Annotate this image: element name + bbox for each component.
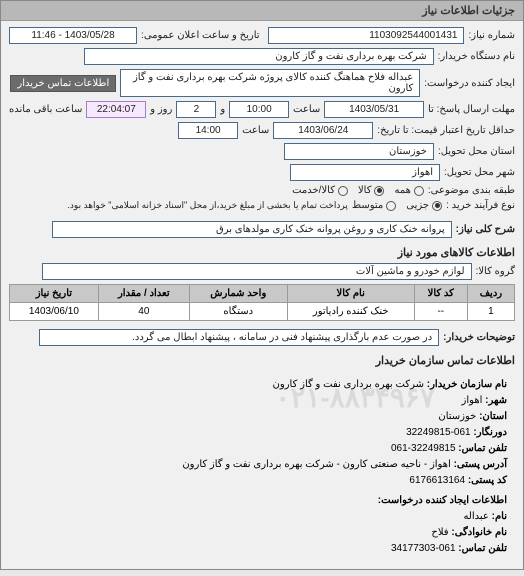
phone2-label: تلفن تماس: [458,543,507,554]
postal-label: کد پستی: [468,475,507,486]
announce-label: تاریخ و ساعت اعلان عمومی: [141,30,260,41]
cell-name: خنک کننده رادیاتور [287,303,414,321]
days-after-label: روز و [150,104,172,115]
th-date: تاریخ نیاز [10,285,99,303]
deadline-time-field: 10:00 [229,101,289,118]
group-field: لوازم خودرو و ماشین آلات [42,263,472,280]
announce-field: 1403/05/28 - 11:46 [9,27,137,44]
pt-medium-label: متوسط [352,200,383,211]
contact-section-title: اطلاعات تماس سازمان خریدار [9,354,515,367]
validity-time-field: 14:00 [178,122,238,139]
contact-button[interactable]: اطلاعات تماس خریدار [10,75,116,92]
radio-service[interactable] [338,186,348,196]
family-label: نام خانوادگی: [451,527,507,538]
desc-field: پروانه خنک کاری و روغن پروانه خنک کاری م… [52,221,452,238]
purchase-note: پرداخت تمام یا بخشی از مبلغ خرید،از محل … [67,200,347,211]
days-label: و [220,104,225,115]
address-label: آدرس پستی: [454,459,507,470]
remaining-time-field: 22:04:07 [86,101,146,118]
name-label: نام: [492,511,507,522]
desc-label: شرح کلی نیاز: [456,224,515,235]
buyer-org-field: شرکت بهره برداری نفت و گاز کارون [84,48,434,65]
days-field: 2 [176,101,216,118]
province-label: استان محل تحویل: [438,146,515,157]
phone-label: تلفن تماس: [458,443,507,454]
contact-block: ۰۲۱-۸۸۳۴۹۶۷ نام سازمان خریدار: شرکت بهره… [9,371,515,563]
fax-label: دورنگار: [473,427,507,438]
panel-content: شماره نیاز: 1103092544001431 تاریخ و ساع… [1,21,523,569]
phone-value: 32249815-061 [391,443,456,454]
org-name-value: شرکت بهره برداری نفت و گاز کارون [273,379,424,390]
city2-value: اهواز [462,395,483,406]
table-row: 1 -- خنک کننده رادیاتور دستگاه 40 1403/0… [10,303,515,321]
goods-section-title: اطلاعات کالاهای مورد نیاز [9,246,515,259]
city2-label: شهر: [485,395,507,406]
deadline-date-field: 1403/05/31 [324,101,424,118]
city-label: شهر محل تحویل: [444,167,515,178]
province2-label: استان: [479,411,507,422]
main-panel: جزئیات اطلاعات نیاز شماره نیاز: 11030925… [0,0,524,570]
th-name: نام کالا [287,285,414,303]
fax-value: 061-32249815 [406,427,471,438]
need-number-label: شماره نیاز: [468,30,515,41]
th-unit: واحد شمارش [189,285,287,303]
buyer-org-label: نام دستگاه خریدار: [438,51,515,62]
cat-all-label: همه [394,185,410,196]
goods-table: ردیف کد کالا نام کالا واحد شمارش تعداد /… [9,284,515,321]
cat-goods-label: کالا [358,185,372,196]
panel-title: جزئیات اطلاعات نیاز [1,1,523,21]
deadline-label: مهلت ارسال پاسخ: تا [428,104,515,115]
need-number-field: 1103092544001431 [268,27,465,44]
category-label: طبقه بندی موضوعی: [428,185,515,196]
category-radio-group: همه کالا کالا/خدمت [292,185,424,196]
notes-field: در صورت عدم بارگذاری پیشنهاد فنی در ساما… [39,329,439,346]
province2-value: خوزستان [438,411,476,422]
time-label-1: ساعت [293,104,320,115]
cell-date: 1403/06/10 [10,303,99,321]
remaining-label: ساعت باقی مانده [9,104,82,115]
time-label-2: ساعت [242,125,269,136]
validity-label: حداقل تاریخ اعتبار قیمت: تا تاریخ: [377,125,515,136]
province-field: خوزستان [284,143,434,160]
org-name-label: نام سازمان خریدار: [427,379,507,390]
radio-goods[interactable] [374,186,384,196]
name-value: عبداله [463,511,488,522]
address-value: اهواز - ناحیه صنعتی کارون - شرکت بهره بر… [182,459,450,470]
purchase-type-group: جزیی متوسط [352,200,442,211]
cell-row: 1 [467,303,514,321]
family-value: فلاح [431,527,448,538]
creator-label: ایجاد کننده درخواست: [424,78,515,89]
req-creator-section: اطلاعات ایجاد کننده درخواست: [17,493,507,509]
postal-value: 6176613164 [409,475,465,486]
creator-field: عبداله فلاح هماهنگ کننده کالای پروژه شرک… [120,69,420,97]
phone2-value: 061-34177303 [391,543,456,554]
group-label: گروه کالا: [476,266,515,277]
notes-label: توضیحات خریدار: [443,332,515,343]
th-code: کد کالا [414,285,467,303]
th-qty: تعداد / مقدار [98,285,189,303]
cell-qty: 40 [98,303,189,321]
radio-medium[interactable] [386,201,396,211]
pt-small-label: جزیی [406,200,429,211]
cat-service-label: کالا/خدمت [292,185,335,196]
cell-code: -- [414,303,467,321]
purchase-type-label: نوع فرآیند خرید : [446,200,515,211]
th-row: ردیف [467,285,514,303]
city-field: اهواز [290,164,440,181]
cell-unit: دستگاه [189,303,287,321]
radio-all[interactable] [414,186,424,196]
radio-small[interactable] [432,201,442,211]
validity-date-field: 1403/06/24 [273,122,373,139]
